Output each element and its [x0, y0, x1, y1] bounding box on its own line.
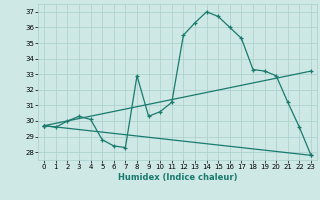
- X-axis label: Humidex (Indice chaleur): Humidex (Indice chaleur): [118, 173, 237, 182]
